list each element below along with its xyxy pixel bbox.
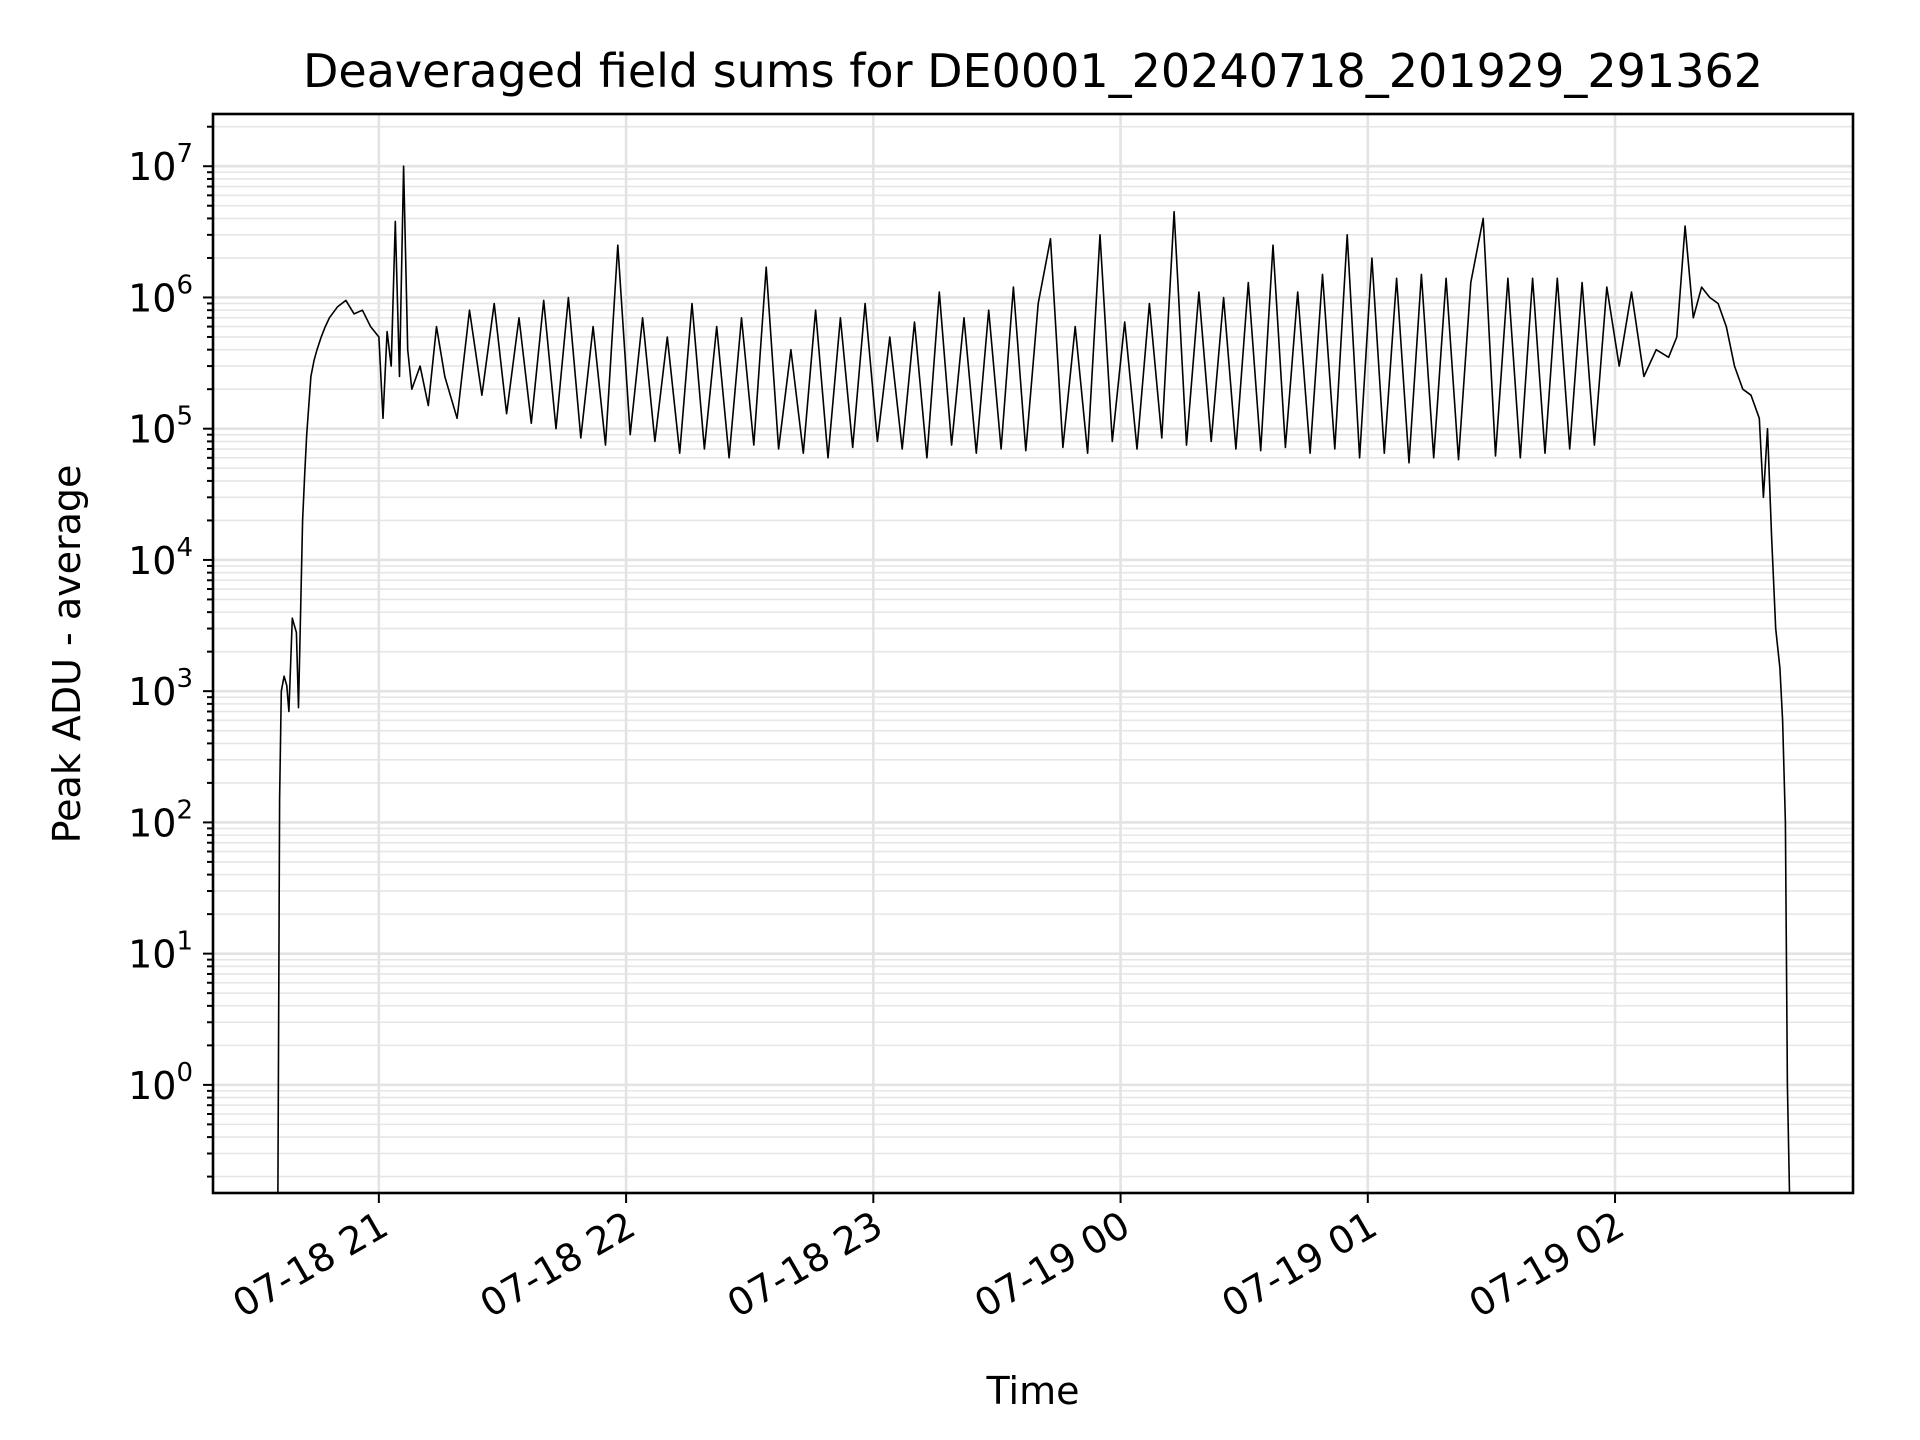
y-tick-label: 104 bbox=[128, 533, 193, 583]
y-tick-label: 105 bbox=[128, 402, 193, 452]
plot-frame bbox=[211, 112, 1855, 1195]
y-tick-label: 107 bbox=[128, 139, 193, 189]
y-tick-label: 103 bbox=[128, 664, 193, 714]
x-axis-label: Time bbox=[986, 1369, 1080, 1413]
y-tick-label: 102 bbox=[128, 795, 193, 845]
y-tick-label: 106 bbox=[128, 270, 193, 320]
y-tick-label: 100 bbox=[128, 1058, 193, 1108]
grid-layer bbox=[213, 114, 1853, 1193]
y-axis-label: Peak ADU - average bbox=[45, 465, 89, 844]
y-tick-label: 101 bbox=[128, 927, 193, 977]
chart-title: Deaveraged field sums for DE0001_2024071… bbox=[303, 44, 1763, 98]
series-line bbox=[277, 165, 1793, 1194]
